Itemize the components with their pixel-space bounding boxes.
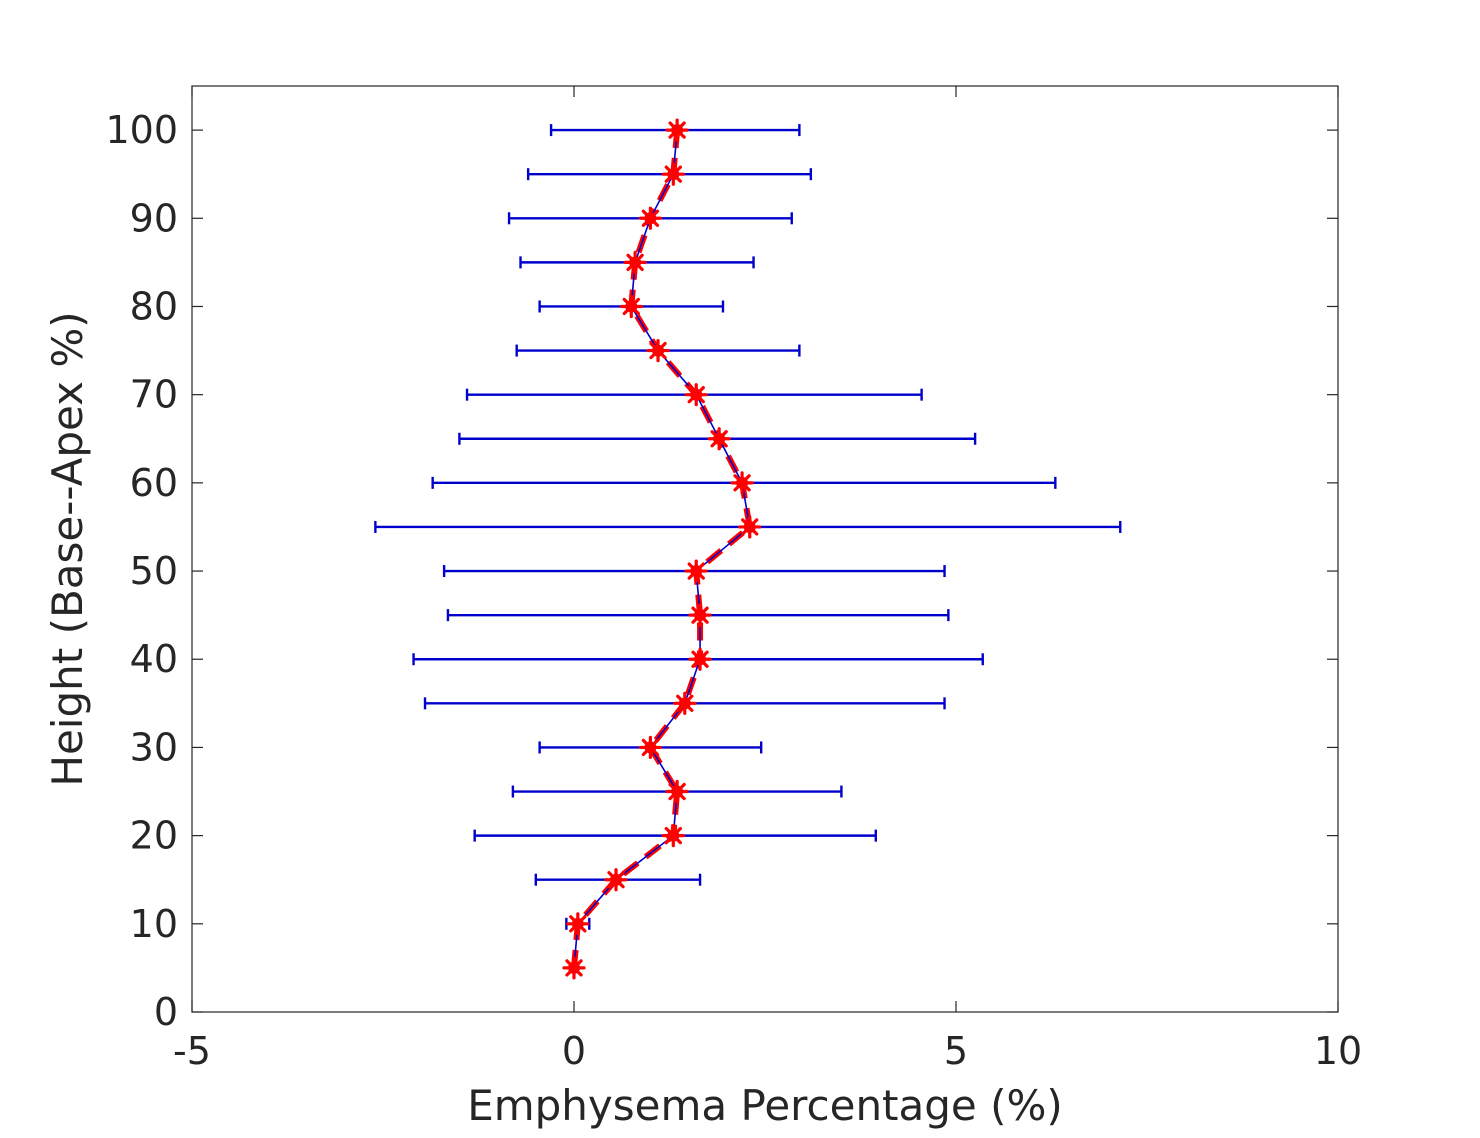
data-point-marker: [638, 735, 663, 760]
marker-spoke: [710, 430, 728, 448]
y-tick-label: 60: [130, 461, 178, 505]
markers-group: [562, 118, 762, 980]
y-tick-label: 100: [105, 108, 178, 152]
y-tick-label: 80: [130, 284, 178, 328]
data-point-marker: [688, 603, 712, 627]
y-axis-title: Height (Base--Apex %): [43, 311, 92, 786]
data-point-marker: [562, 956, 586, 980]
data-point-marker: [673, 691, 697, 715]
data-point-marker: [566, 912, 590, 936]
x-tick-label: 5: [944, 1029, 968, 1073]
marker-spoke: [741, 518, 759, 536]
marker-spoke: [607, 871, 625, 889]
y-ticks-group: 0 10 20 30 40 50 60 70 80 90 100: [105, 108, 1338, 1034]
y-tick-label: 40: [130, 637, 178, 681]
data-point-marker: [623, 250, 647, 274]
marker-spoke: [649, 341, 667, 360]
marker-spoke: [691, 650, 709, 668]
x-tick-label: 0: [562, 1029, 586, 1073]
marker-spoke: [691, 606, 709, 624]
marker-spoke: [641, 738, 660, 757]
x-axis-title: Emphysema Percentage (%): [467, 1081, 1063, 1130]
data-point-marker: [638, 206, 663, 230]
data-point-marker: [604, 868, 628, 892]
marker-spoke: [622, 297, 640, 316]
y-tick-label: 70: [130, 373, 178, 417]
marker-spoke: [664, 165, 682, 183]
data-point-marker: [707, 427, 731, 451]
marker-spoke: [626, 253, 644, 272]
data-point-marker: [684, 559, 708, 583]
data-point-marker: [738, 515, 762, 539]
marker-spoke: [668, 782, 686, 801]
marker-spoke: [664, 826, 682, 845]
marker-spoke: [676, 694, 694, 713]
data-point-marker: [665, 779, 689, 804]
y-tick-label: 30: [130, 725, 178, 769]
plot-area: [191, 85, 1339, 1013]
y-tick-label: 50: [130, 549, 178, 593]
data-point-marker: [665, 118, 689, 142]
data-point-marker: [619, 294, 643, 319]
y-tick-label: 90: [130, 196, 178, 240]
data-point-marker: [684, 383, 708, 407]
x-tick-label: -5: [173, 1029, 211, 1073]
marker-spoke: [687, 385, 705, 404]
marker-spoke: [687, 562, 705, 580]
data-point-marker: [646, 338, 670, 363]
x-ticks-group: -5 0 5 10: [173, 86, 1362, 1073]
marker-spoke: [733, 474, 751, 492]
data-point-marker: [661, 162, 685, 186]
marker-spoke: [641, 209, 660, 227]
y-tick-label: 0: [154, 990, 178, 1034]
x-tick-label: 10: [1314, 1029, 1362, 1073]
marker-spoke: [668, 121, 686, 139]
y-tick-label: 20: [130, 814, 178, 858]
y-tick-label: 10: [130, 902, 178, 946]
data-point-marker: [730, 471, 754, 495]
data-point-marker: [688, 647, 712, 671]
marker-spoke: [565, 959, 583, 977]
marker-spoke: [569, 915, 587, 933]
data-point-marker: [661, 824, 685, 848]
